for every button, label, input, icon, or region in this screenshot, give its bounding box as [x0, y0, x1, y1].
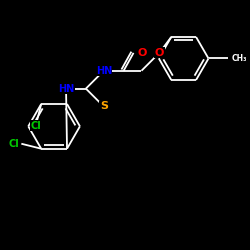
Text: Cl: Cl	[8, 139, 19, 149]
Text: Cl: Cl	[31, 121, 42, 131]
Text: HN: HN	[96, 66, 112, 76]
Text: O: O	[138, 48, 147, 58]
Text: HN: HN	[58, 84, 74, 94]
Text: S: S	[100, 102, 108, 112]
Text: O: O	[155, 48, 164, 58]
Text: CH₃: CH₃	[231, 54, 247, 63]
